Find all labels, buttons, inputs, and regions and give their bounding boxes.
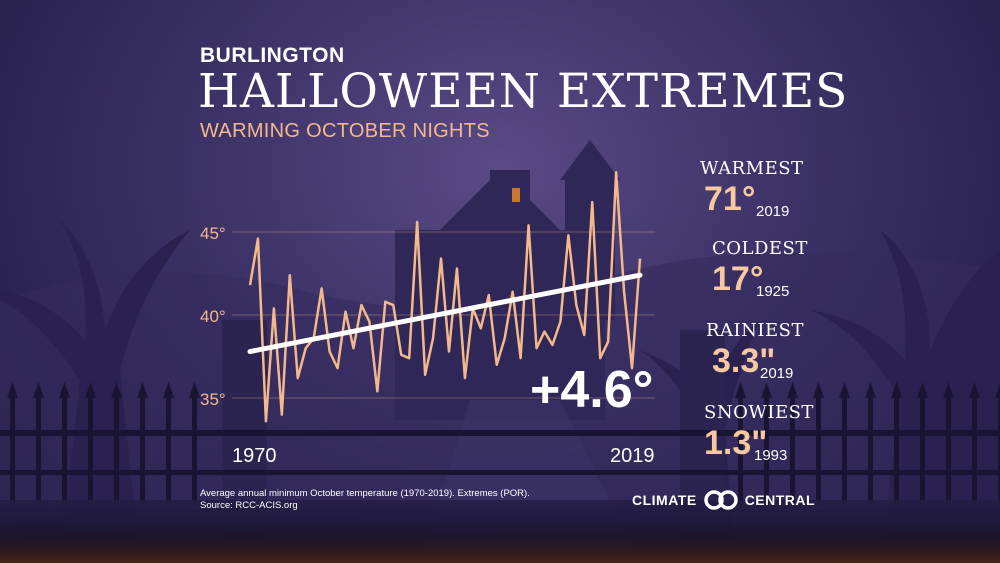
stat-value-coldest: 17°: [712, 260, 764, 298]
y-tick-label: 45°: [200, 224, 226, 243]
x-tick-label: 1970: [232, 445, 277, 467]
left-tree: [0, 220, 190, 563]
stat-year-coldest: 1925: [756, 283, 790, 300]
x-tick-label: 2019: [610, 445, 655, 467]
caption: Average annual minimum October temperatu…: [200, 488, 560, 512]
logo-text-right: CENTRAL: [744, 492, 816, 508]
climate-central-logo: CLIMATE CENTRAL: [632, 490, 815, 510]
logo-text-left: CLIMATE: [632, 492, 697, 508]
infinity-icon: [703, 490, 738, 510]
trend-line: [247, 272, 643, 355]
stat-label-snowiest: SNOWIEST: [704, 402, 814, 423]
stat-value-warmest: 71°: [704, 180, 756, 218]
y-tick-label: 40°: [200, 307, 226, 326]
stat-year-warmest: 2019: [756, 203, 790, 220]
stat-value-rainiest: 3.3": [712, 342, 776, 380]
city-name: BURLINGTON: [200, 44, 345, 67]
stat-label-coldest: COLDEST: [712, 238, 808, 259]
page-title: HALLOWEEN EXTREMES: [198, 64, 849, 119]
stat-year-rainiest: 2019: [760, 365, 794, 382]
caption-description: Average annual minimum October temperatu…: [200, 488, 530, 499]
caption-source: Source: RCC-ACIS.org: [200, 500, 298, 511]
stat-value-snowiest: 1.3": [704, 424, 768, 462]
temperature-change: +4.6°: [530, 361, 654, 419]
y-tick-label: 35°: [200, 390, 226, 409]
stat-label-rainiest: RAINIEST: [706, 320, 804, 341]
stat-year-snowiest: 1993: [754, 447, 788, 464]
temperature-series-line: [248, 170, 642, 423]
stat-label-warmest: WARMEST: [700, 158, 804, 179]
page-subtitle: WARMING OCTOBER NIGHTS: [200, 120, 490, 142]
iron-fence: [0, 430, 1000, 475]
